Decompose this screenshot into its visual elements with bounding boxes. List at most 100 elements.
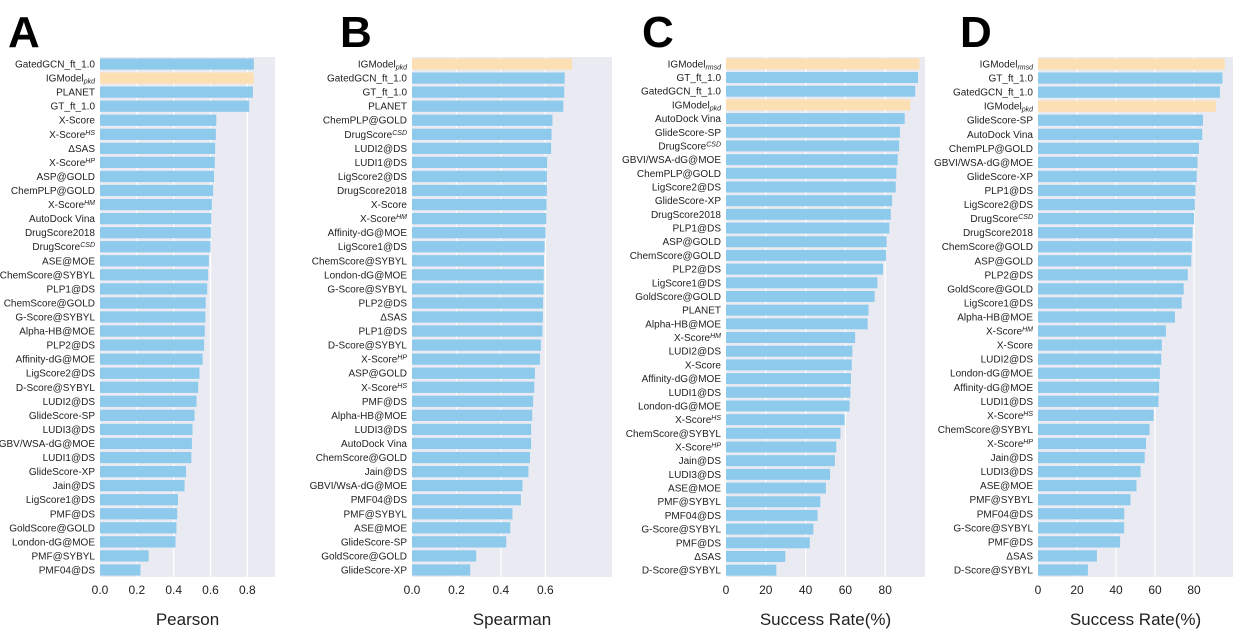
- category-label: DrugScore2018: [337, 186, 407, 197]
- bar: [100, 283, 208, 295]
- category-label: LigScore2@DS: [338, 172, 407, 183]
- bar: [100, 86, 253, 98]
- bar: [412, 170, 547, 183]
- category-label: Alpha-HB@MOE: [957, 313, 1033, 324]
- category-label: X-Score: [59, 116, 96, 127]
- category-label: IGModelrmsd: [980, 60, 1034, 72]
- bar: [412, 381, 535, 393]
- category-label: GlideScore-SP: [967, 116, 1033, 127]
- bar: [726, 72, 919, 83]
- bar: [100, 170, 215, 183]
- category-label: LigScore2@DS: [652, 183, 721, 194]
- category-label: GlideScore-XP: [967, 172, 1033, 183]
- category-label: PMF@DS: [362, 397, 407, 408]
- category-label: DrugScore2018: [25, 228, 95, 239]
- category-label: LigScore1@DS: [652, 278, 721, 289]
- bar: [100, 395, 197, 407]
- bar: [100, 522, 177, 534]
- bar: [100, 536, 176, 548]
- bar: [1038, 508, 1125, 520]
- category-label: D-Score@SYBYL: [954, 565, 1034, 576]
- category-label: GT_ft_1.0: [989, 74, 1034, 85]
- category-label: ASE@MOE: [354, 523, 407, 534]
- bar: [100, 311, 206, 323]
- bar: [1038, 58, 1225, 70]
- category-label: GatedGCN_ft_1.0: [953, 88, 1033, 99]
- category-label: AutoDock Vina: [655, 114, 721, 125]
- bar: [100, 451, 192, 464]
- x-tick-label: 40: [1109, 583, 1123, 597]
- bar: [1038, 114, 1203, 126]
- bar: [100, 100, 250, 112]
- bar: [1038, 480, 1137, 492]
- bar: [726, 263, 884, 275]
- panel-letter: A: [8, 8, 40, 57]
- category-label: IGModelpkd: [984, 102, 1034, 114]
- category-label: LUDI1@DS: [355, 158, 408, 169]
- category-label: LUDI2@DS: [43, 397, 96, 408]
- category-label: X-ScoreHS: [987, 411, 1033, 422]
- category-label: DrugScoreCSD: [658, 141, 721, 152]
- bar: [412, 142, 552, 154]
- category-label: London-dG@MOE: [950, 369, 1033, 380]
- bar: [100, 72, 254, 84]
- bar: [100, 409, 195, 421]
- bar: [412, 283, 544, 295]
- bar: [726, 359, 852, 371]
- category-label: PMF@DS: [50, 509, 95, 520]
- bar: [726, 291, 875, 302]
- category-label: Alpha-HB@MOE: [19, 327, 95, 338]
- bar: [726, 113, 905, 125]
- category-label: Affinity-dG@MOE: [328, 228, 408, 239]
- category-label: PLP2@DS: [46, 341, 95, 352]
- category-label: AutoDock Vina: [967, 130, 1033, 141]
- category-label: ASP@GOLD: [348, 369, 407, 380]
- bar: [1038, 437, 1147, 450]
- category-label: ChemScore@SYBYL: [938, 425, 1034, 436]
- category-label: PLANET: [56, 88, 95, 99]
- bar: [1038, 339, 1162, 351]
- bar: [1038, 269, 1188, 281]
- bar: [726, 441, 837, 453]
- bar: [100, 142, 216, 154]
- category-label: PLP1@DS: [984, 186, 1033, 197]
- bar: [1038, 86, 1220, 98]
- bar: [412, 311, 543, 323]
- bar: [1038, 255, 1192, 267]
- category-label: PLP2@DS: [672, 265, 721, 276]
- category-label: D-Score@SYBYL: [328, 341, 408, 352]
- category-label: X-Score: [685, 360, 722, 371]
- bar: [1038, 353, 1162, 365]
- x-axis-title: Success Rate(%): [1070, 610, 1201, 629]
- bar: [726, 249, 886, 261]
- bar: [1038, 395, 1159, 407]
- category-label: PMF04@DS: [665, 511, 722, 522]
- category-label: GlideScore-XP: [29, 467, 95, 478]
- category-label: DrugScoreCSD: [344, 130, 407, 141]
- category-label: GT_ft_1.0: [363, 88, 408, 99]
- category-label: LUDI3@DS: [43, 425, 96, 436]
- bar: [726, 195, 893, 207]
- bar: [726, 564, 777, 576]
- category-label: ASP@GOLD: [974, 256, 1033, 267]
- category-label: Alpha-HB@MOE: [645, 319, 721, 330]
- bar: [412, 536, 507, 548]
- bar: [1038, 550, 1097, 562]
- panel-letter: C: [642, 8, 674, 57]
- bar: [412, 198, 547, 211]
- bar: [726, 140, 900, 152]
- x-tick-label: 0.2: [448, 583, 465, 597]
- bar: [412, 114, 553, 126]
- bar: [726, 509, 818, 521]
- bar: [1038, 142, 1199, 154]
- category-label: X-ScoreHS: [361, 383, 407, 394]
- bar: [100, 58, 254, 70]
- x-tick-label: 20: [759, 583, 773, 597]
- bar: [412, 409, 533, 421]
- bar: [726, 427, 841, 439]
- category-label: PMF04@DS: [351, 495, 408, 506]
- category-label: GlideScore-SP: [341, 537, 407, 548]
- category-label: Alpha-HB@MOE: [331, 411, 407, 422]
- bar: [100, 367, 200, 379]
